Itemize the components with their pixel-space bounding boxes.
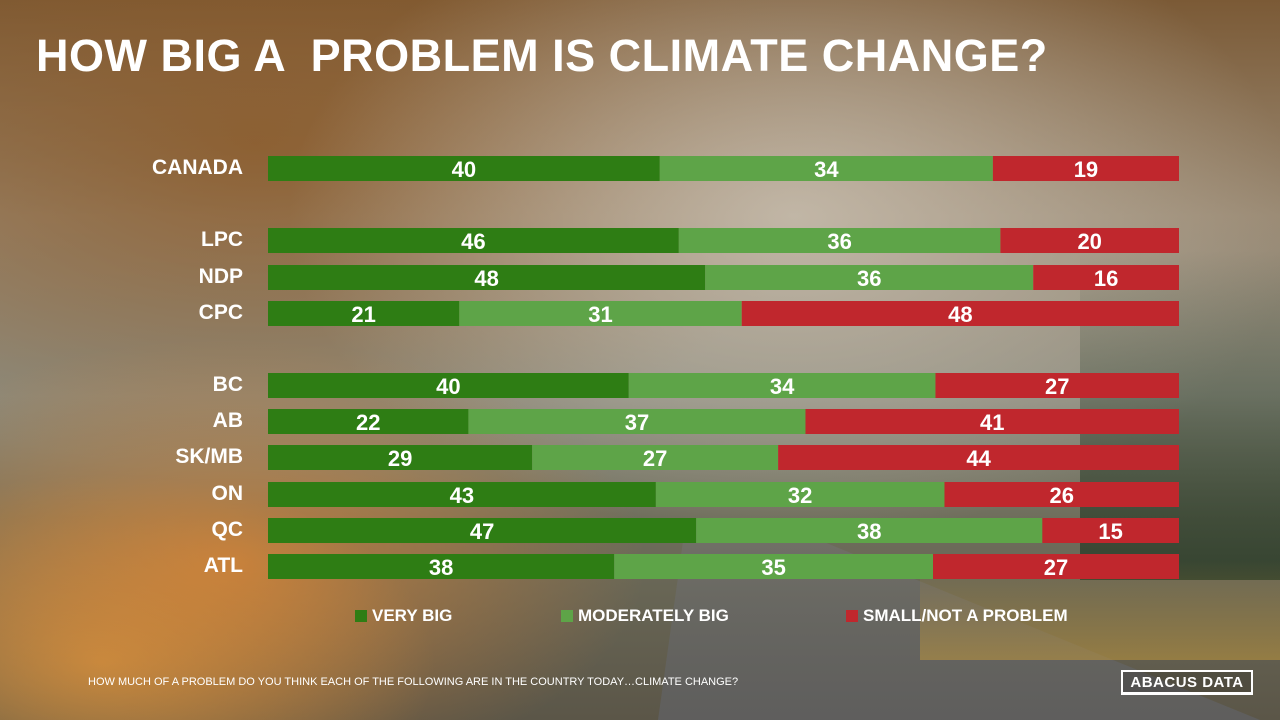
value-label-ndp-small-not-a-problem: 16 [1094, 266, 1118, 291]
value-label-canada-small-not-a-problem: 19 [1074, 157, 1098, 182]
category-label-qc: QC [212, 518, 244, 541]
value-label-atl-very-big: 38 [429, 555, 453, 580]
value-label-atl-moderately-big: 35 [761, 555, 785, 580]
bar-lpc-very-big [268, 228, 679, 253]
bar-canada-moderately-big [659, 156, 993, 181]
legend-swatch-small-not-a-problem [846, 610, 858, 622]
bar-sk-mb-moderately-big [532, 445, 779, 470]
value-label-qc-small-not-a-problem: 15 [1098, 519, 1122, 544]
bar-cpc-moderately-big [459, 301, 742, 326]
abacus-data-logo: ABACUS DATA [1121, 670, 1253, 692]
legend-item-moderately-big: MODERATELY BIG [561, 606, 846, 626]
bar-qc-very-big [268, 518, 697, 543]
chart-legend: VERY BIG MODERATELY BIG SMALL/NOT A PROB… [355, 606, 1068, 626]
bar-cpc-small-not-a-problem [741, 301, 1179, 326]
value-label-qc-moderately-big: 38 [857, 519, 881, 544]
value-label-on-very-big: 43 [450, 483, 474, 508]
legend-label-very-big: VERY BIG [372, 606, 453, 625]
legend-label-moderately-big: MODERATELY BIG [578, 606, 729, 625]
bar-sk-mb-very-big [268, 445, 533, 470]
value-label-sk-mb-very-big: 29 [388, 446, 412, 471]
bar-atl-moderately-big [614, 554, 934, 579]
bar-qc-small-not-a-problem [1042, 518, 1179, 543]
value-label-cpc-small-not-a-problem: 48 [948, 302, 972, 327]
legend-item-small-not-a-problem: SMALL/NOT A PROBLEM [846, 606, 1068, 626]
category-label-cpc: CPC [199, 301, 243, 324]
bar-ndp-very-big [268, 265, 706, 290]
bar-lpc-small-not-a-problem [1000, 228, 1179, 253]
bar-ab-moderately-big [468, 409, 806, 434]
bar-ndp-small-not-a-problem [1033, 265, 1179, 290]
bar-on-very-big [268, 482, 656, 507]
value-label-ndp-very-big: 48 [474, 266, 498, 291]
category-label-on: ON [212, 482, 244, 505]
value-label-canada-very-big: 40 [452, 157, 476, 182]
value-label-atl-small-not-a-problem: 27 [1044, 555, 1068, 580]
category-label-canada: CANADA [152, 156, 243, 179]
value-label-cpc-very-big: 21 [351, 302, 375, 327]
value-label-lpc-moderately-big: 36 [827, 229, 851, 254]
value-label-sk-mb-moderately-big: 27 [643, 446, 667, 471]
bar-canada-very-big [268, 156, 660, 181]
value-label-on-moderately-big: 32 [788, 483, 812, 508]
value-label-on-small-not-a-problem: 26 [1050, 483, 1074, 508]
value-label-bc-moderately-big: 34 [770, 374, 795, 399]
bar-ab-small-not-a-problem [805, 409, 1179, 434]
legend-label-small-not-a-problem: SMALL/NOT A PROBLEM [863, 606, 1068, 625]
bar-atl-very-big [268, 554, 615, 579]
bar-lpc-moderately-big [678, 228, 1001, 253]
category-label-lpc: LPC [201, 228, 243, 251]
page-title: HOW BIG A PROBLEM IS CLIMATE CHANGE? [36, 30, 1048, 81]
value-label-lpc-very-big: 46 [461, 229, 485, 254]
bar-sk-mb-small-not-a-problem [778, 445, 1179, 470]
bar-on-moderately-big [655, 482, 945, 507]
value-label-ab-very-big: 22 [356, 410, 380, 435]
bar-qc-moderately-big [696, 518, 1043, 543]
bar-canada-small-not-a-problem [992, 156, 1179, 181]
legend-swatch-moderately-big [561, 610, 573, 622]
bar-ndp-moderately-big [705, 265, 1034, 290]
bar-on-small-not-a-problem [944, 482, 1179, 507]
value-label-canada-moderately-big: 34 [814, 157, 839, 182]
survey-question-footnote: HOW MUCH OF A PROBLEM DO YOU THINK EACH … [88, 676, 739, 688]
value-label-lpc-small-not-a-problem: 20 [1077, 229, 1101, 254]
value-label-cpc-moderately-big: 31 [588, 302, 612, 327]
value-label-qc-very-big: 47 [470, 519, 494, 544]
value-label-ndp-moderately-big: 36 [857, 266, 881, 291]
value-label-bc-small-not-a-problem: 27 [1045, 374, 1069, 399]
legend-item-very-big: VERY BIG [355, 606, 561, 626]
category-label-atl: ATL [204, 554, 243, 577]
bar-bc-very-big [268, 373, 629, 398]
bar-bc-moderately-big [628, 373, 936, 398]
value-label-ab-small-not-a-problem: 41 [980, 410, 1004, 435]
category-label-ndp: NDP [199, 265, 243, 288]
bar-cpc-very-big [268, 301, 460, 326]
category-label-bc: BC [213, 373, 243, 396]
value-label-sk-mb-small-not-a-problem: 44 [966, 446, 991, 471]
value-label-bc-very-big: 40 [436, 374, 460, 399]
bar-ab-very-big [268, 409, 469, 434]
bar-atl-small-not-a-problem [933, 554, 1179, 579]
bar-bc-small-not-a-problem [935, 373, 1179, 398]
legend-swatch-very-big [355, 610, 367, 622]
value-label-ab-moderately-big: 37 [625, 410, 649, 435]
logo-underline [1121, 692, 1253, 695]
category-label-sk-mb: SK/MB [175, 445, 243, 468]
category-label-ab: AB [213, 409, 243, 432]
